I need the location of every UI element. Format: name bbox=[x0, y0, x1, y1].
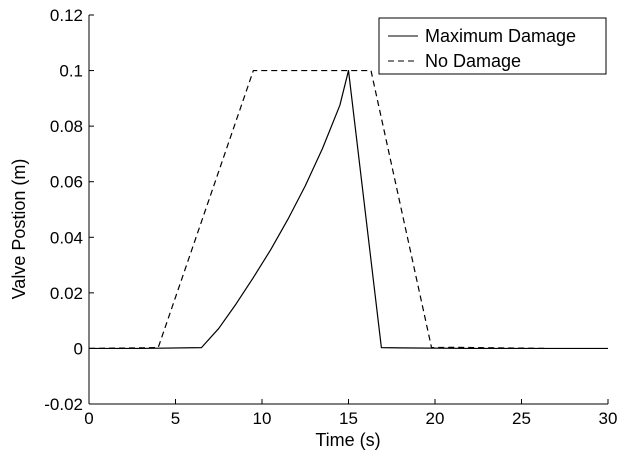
x-tick-label: 0 bbox=[84, 409, 93, 428]
legend-label-no-damage: No Damage bbox=[425, 51, 521, 71]
y-tick-label: 0 bbox=[74, 339, 83, 358]
y-tick-label: 0.06 bbox=[50, 173, 83, 192]
series-line-no-damage bbox=[88, 69, 548, 350]
legend-label-maximum-damage: Maximum Damage bbox=[425, 26, 576, 46]
y-tick-label: 0.08 bbox=[50, 117, 83, 136]
legend: Maximum Damage No Damage bbox=[378, 17, 607, 75]
x-tick-label: 15 bbox=[339, 409, 358, 428]
legend-box bbox=[378, 17, 607, 75]
x-tick-label: 30 bbox=[599, 409, 618, 428]
y-tick-label: 0.1 bbox=[59, 62, 83, 81]
series-line-maximum-damage bbox=[89, 69, 608, 350]
y-tick-label: 0.02 bbox=[50, 284, 83, 303]
y-tick-label: 0.12 bbox=[50, 6, 83, 25]
x-tick-label: 5 bbox=[171, 409, 180, 428]
axes-layer: 0 5 10 15 20 25 30-0.0200.020.040.060.080.10.1… bbox=[44, 6, 617, 428]
x-tick-label: 10 bbox=[253, 409, 272, 428]
x-axis-title: Time (s) bbox=[315, 430, 380, 450]
y-axis-title: Valve Postion (m) bbox=[9, 159, 29, 300]
y-tick-label: -0.02 bbox=[44, 395, 83, 414]
x-tick-label: 25 bbox=[512, 409, 531, 428]
y-tick-label: 0.04 bbox=[50, 228, 83, 247]
plot-layer bbox=[88, 69, 608, 350]
x-tick-label: 20 bbox=[426, 409, 445, 428]
